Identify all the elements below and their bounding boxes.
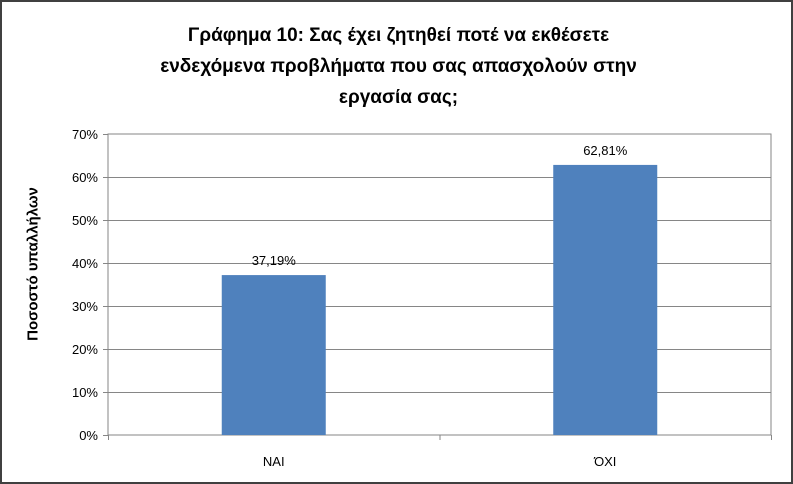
y-tick-label: 30% <box>72 299 98 314</box>
data-label: 37,19% <box>252 253 297 268</box>
y-tick-label: 0% <box>79 428 98 443</box>
x-tick-label: ΝΑΙ <box>263 454 285 469</box>
chart-title-line: Γράφημα 10: Σας έχει ζητηθεί ποτέ να εκθ… <box>187 25 610 46</box>
x-tick-label: ΌΧΙ <box>593 454 616 469</box>
y-tick-label: 10% <box>72 385 98 400</box>
chart-title: Γράφημα 10: Σας έχει ζητηθεί ποτέ να εκθ… <box>42 20 755 113</box>
y-tick-label: 60% <box>72 170 98 185</box>
bar <box>553 164 658 436</box>
data-label: 62,81% <box>583 143 628 158</box>
y-tick-label: 40% <box>72 256 98 271</box>
y-tick-label: 50% <box>72 213 98 228</box>
chart-title-line: ενδεχόμενα προβλήματα που σας απασχολούν… <box>160 56 637 77</box>
chart-title-line: εργασία σας; <box>338 87 459 108</box>
bar <box>221 275 326 435</box>
plot-area <box>107 133 772 436</box>
y-tick-label: 70% <box>72 127 98 142</box>
y-tick-label: 20% <box>72 342 98 357</box>
